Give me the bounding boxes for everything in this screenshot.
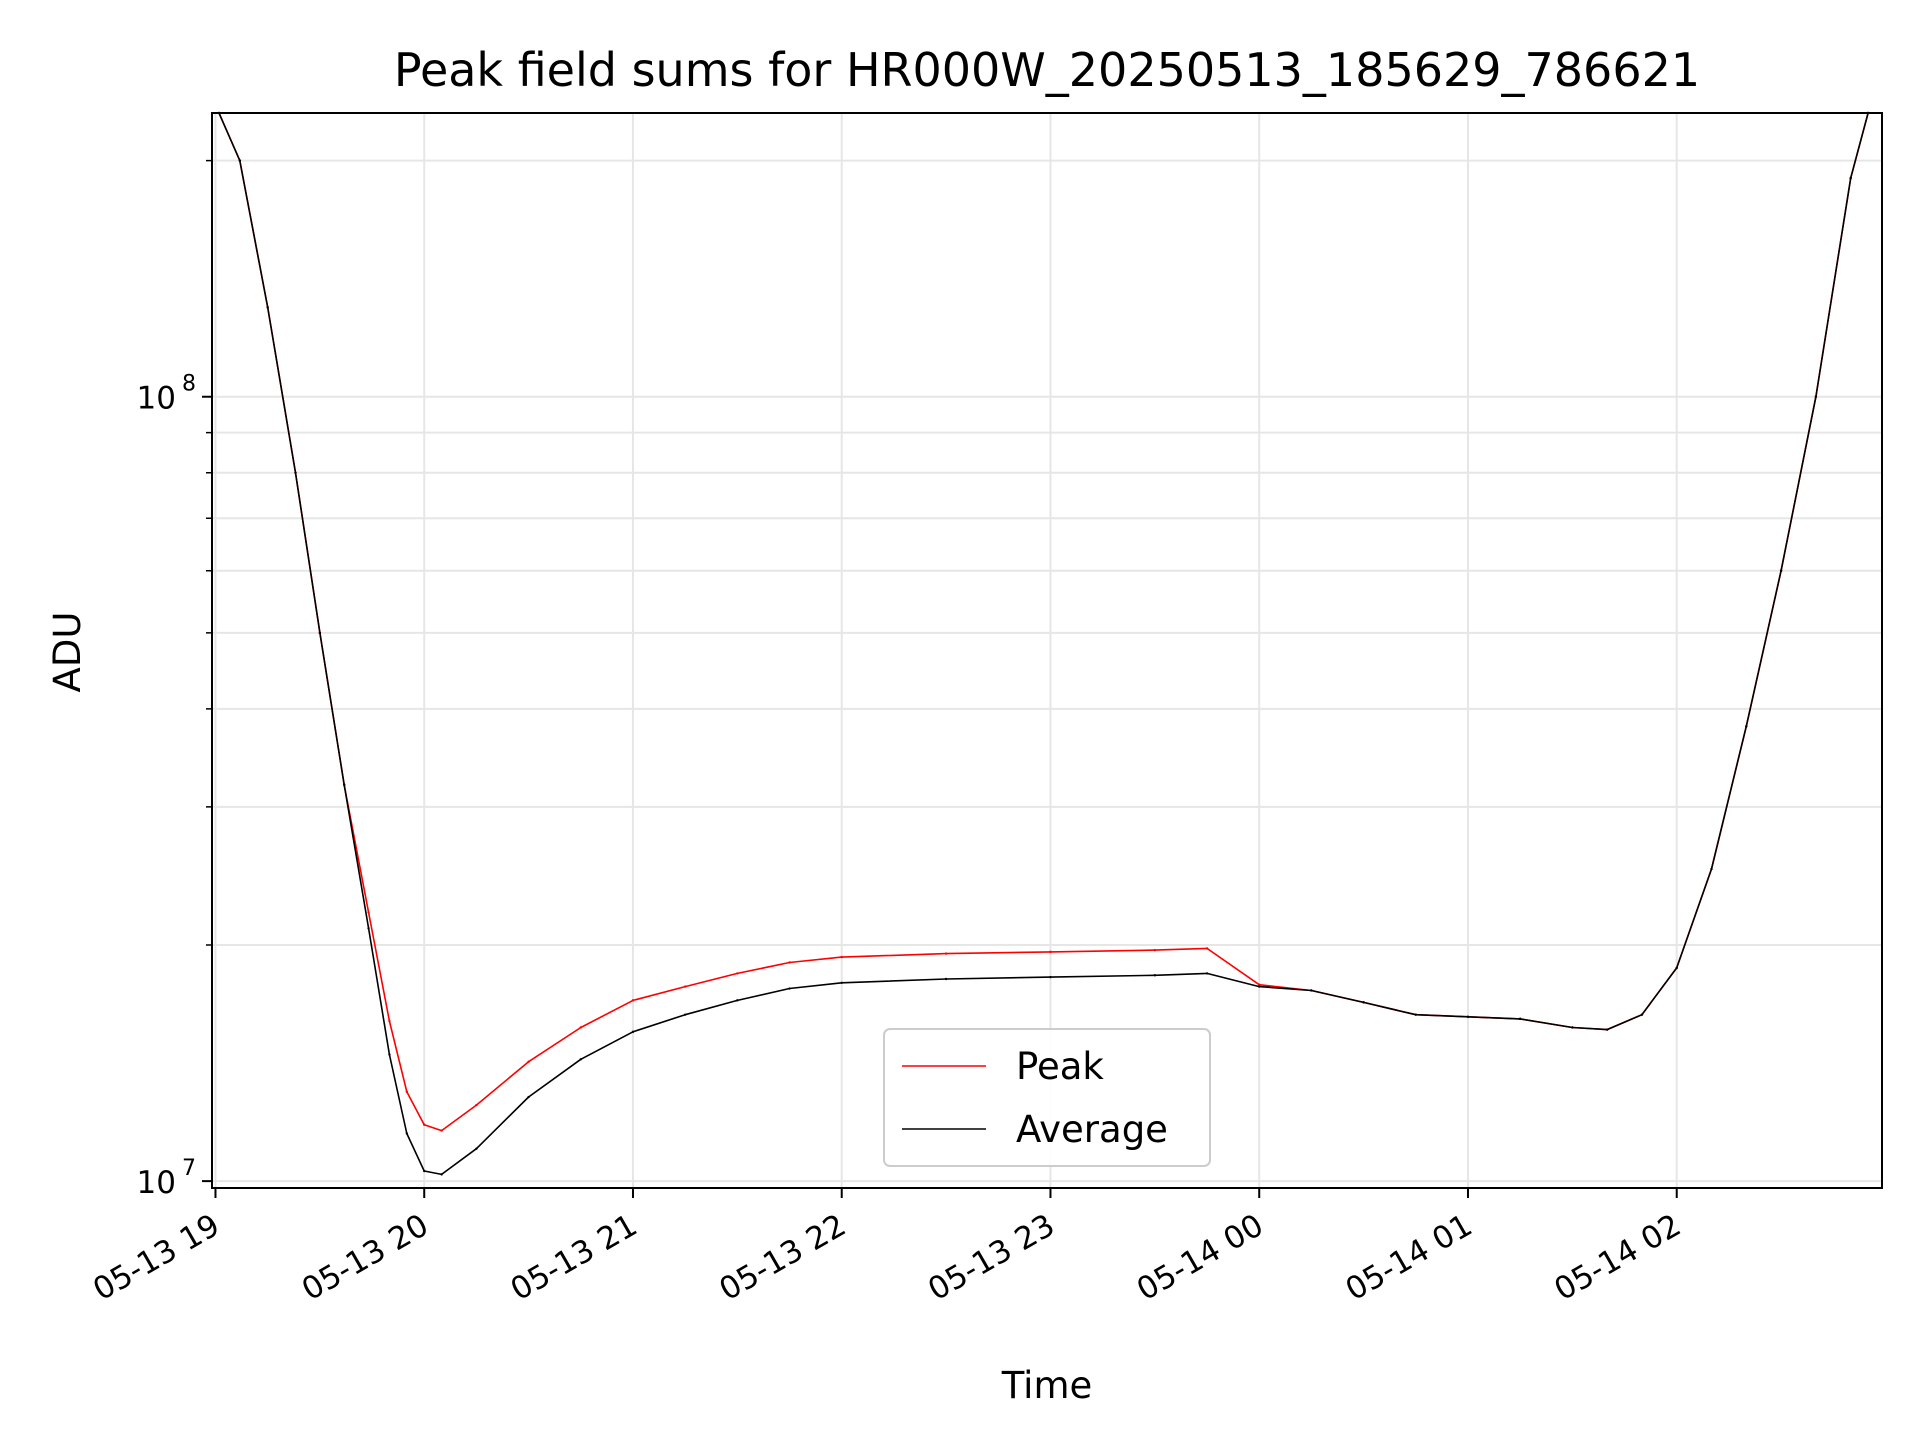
data-point-peak (631, 999, 635, 1002)
data-point-average (1779, 569, 1783, 572)
data-point-peak (527, 1060, 530, 1063)
data-point-average (1310, 989, 1313, 992)
legend-label-peak: Peak (1016, 1045, 1104, 1088)
data-point-average (388, 1053, 391, 1056)
data-point-average (343, 783, 346, 787)
y-tick-label-exponent: 7 (182, 1156, 196, 1181)
data-point-average (1518, 1017, 1522, 1021)
data-point-peak (475, 1103, 478, 1107)
data-point-peak (579, 1026, 582, 1029)
y-tick-label: 10 (137, 381, 176, 417)
data-point-average (367, 927, 370, 930)
data-point-peak (1049, 950, 1052, 954)
data-point-average (1414, 1013, 1417, 1016)
data-point-peak (405, 1090, 409, 1093)
data-point-average (579, 1058, 582, 1061)
data-point-peak (840, 955, 843, 959)
data-point-average (1153, 974, 1157, 977)
data-point-average (1640, 1013, 1644, 1016)
data-point-average (318, 631, 322, 635)
data-point-average (1675, 966, 1678, 970)
data-point-average (1814, 395, 1818, 398)
data-point-peak (1153, 948, 1157, 952)
data-point-average (294, 471, 297, 474)
y-tick-label: 10 (137, 1165, 176, 1201)
data-point-average (840, 981, 843, 984)
data-point-average (1466, 1015, 1470, 1018)
data-point-average (683, 1013, 687, 1016)
x-axis-label: Time (1001, 1364, 1093, 1407)
data-point-average (1362, 1001, 1365, 1004)
y-tick-label-exponent: 8 (182, 372, 196, 397)
data-point-peak (423, 1123, 426, 1126)
data-point-peak (788, 961, 791, 964)
data-point-peak (367, 911, 370, 914)
data-point-average (475, 1147, 478, 1150)
data-point-average (405, 1132, 409, 1135)
data-point-average (1258, 985, 1261, 988)
data-point-average (736, 999, 739, 1002)
data-point-average (1849, 176, 1852, 180)
data-point-average (1710, 867, 1713, 871)
data-point-average (1605, 1028, 1609, 1031)
plot-frame (211, 112, 1883, 1189)
data-point-average (944, 977, 948, 981)
data-point-peak (1258, 983, 1261, 986)
y-axis-label: ADU (46, 612, 89, 693)
data-point-average (440, 1173, 443, 1176)
data-point-average (423, 1169, 426, 1173)
legend-box (883, 1028, 1211, 1167)
data-point-average (1745, 725, 1748, 728)
data-point-average (1571, 1026, 1574, 1029)
legend: Peak Average (883, 1028, 1211, 1167)
data-point-average (238, 159, 242, 162)
data-point-average (788, 987, 791, 990)
data-point-average (266, 306, 269, 309)
data-point-average (527, 1095, 530, 1099)
data-point-peak (683, 985, 687, 988)
data-point-average (631, 1030, 635, 1034)
data-point-peak (440, 1129, 443, 1132)
data-point-average (1205, 972, 1209, 975)
grid-lines (212, 113, 1882, 1188)
legend-label-average: Average (1016, 1108, 1168, 1151)
data-point-peak (944, 952, 948, 955)
data-point-peak (736, 972, 739, 975)
chart-title: Peak field sums for HR000W_20250513_1856… (394, 43, 1700, 97)
data-point-peak (1205, 947, 1209, 950)
data-point-average (1049, 975, 1052, 979)
series-layer (217, 111, 1870, 1176)
data-point-peak (388, 1019, 391, 1023)
